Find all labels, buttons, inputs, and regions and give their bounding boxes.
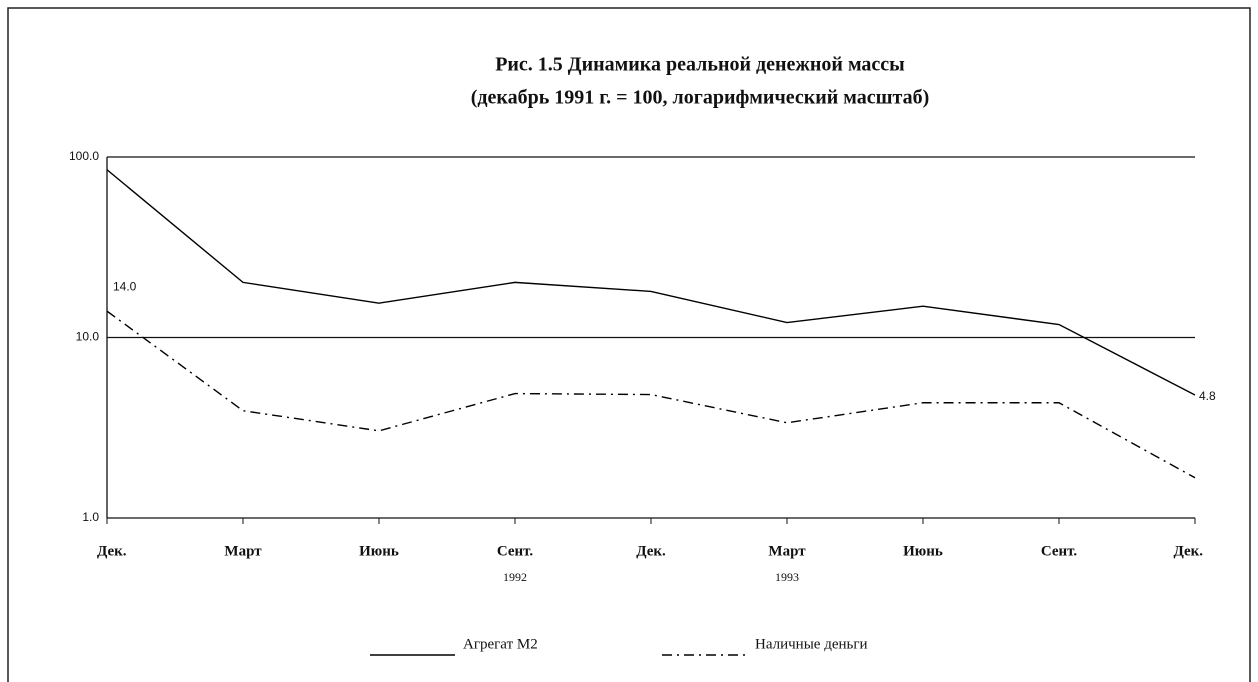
x-tick-label: Сент. [497, 543, 534, 559]
series-line [106, 310, 1196, 479]
x-year-label: 1992 [503, 570, 527, 584]
series-line [106, 169, 1196, 396]
chart-title: Рис. 1.5 Динамика реальной денежной масс… [495, 54, 905, 76]
chart-subtitle: (декабрь 1991 г. = 100, логарифмический … [471, 87, 930, 109]
x-tick-label: Дек. [636, 543, 666, 559]
x-tick-label: Июнь [903, 543, 943, 559]
frame [7, 7, 1251, 682]
y-tick-label: 10.0 [76, 330, 100, 344]
x-tick-label: Март [224, 543, 262, 559]
y-tick-label: 100.0 [69, 149, 99, 163]
x-tick-label: Июнь [359, 543, 399, 559]
value-label: 14.0 [113, 279, 137, 293]
x-tick-label: Дек. [1173, 543, 1203, 559]
y-tick-label: 1.0 [82, 510, 99, 524]
value-label: 4.8 [1199, 389, 1216, 403]
x-tick-label: Дек. [97, 543, 127, 559]
x-tick-label: Сент. [1041, 543, 1078, 559]
x-year-label: 1993 [775, 570, 799, 584]
x-tick-label: Март [768, 543, 806, 559]
legend-label: Агрегат M2 [463, 636, 538, 652]
legend-label: Наличные деньги [755, 636, 868, 652]
